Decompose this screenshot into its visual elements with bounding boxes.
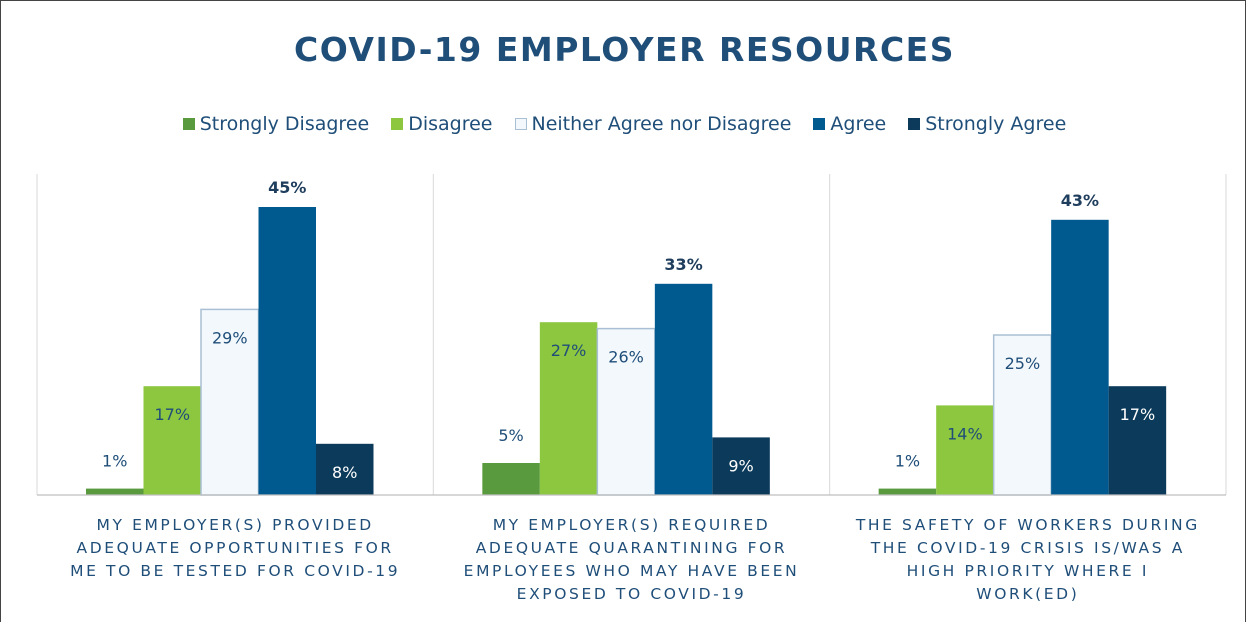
category-label-line: ME TO BE TESTED FOR COVID-19 bbox=[70, 562, 401, 580]
category-label-line: EMPLOYEES WHO MAY HAVE BEEN bbox=[463, 562, 800, 580]
legend-item: Agree bbox=[813, 113, 886, 135]
legend-item: Disagree bbox=[391, 113, 493, 135]
category-label-line: MY EMPLOYER(S) REQUIRED bbox=[492, 516, 771, 534]
bar bbox=[258, 207, 316, 495]
bar bbox=[143, 386, 201, 495]
legend-swatch bbox=[391, 118, 404, 130]
data-label: 14% bbox=[947, 424, 983, 443]
data-label: 43% bbox=[1061, 191, 1099, 210]
legend: Strongly Disagree Disagree Neither Agree n… bbox=[0, 113, 1249, 135]
bar bbox=[878, 488, 937, 495]
legend-swatch bbox=[813, 118, 826, 130]
data-label: 29% bbox=[212, 328, 248, 347]
data-label: 25% bbox=[1005, 354, 1041, 373]
data-label: 27% bbox=[551, 341, 587, 360]
data-label: 26% bbox=[608, 348, 644, 367]
legend-label: Strongly Disagree bbox=[199, 113, 370, 135]
bar bbox=[86, 488, 144, 495]
category-label: MY EMPLOYER(S) REQUIRED ADEQUATE QUARANTI… bbox=[437, 514, 827, 606]
legend-label: Disagree bbox=[408, 113, 493, 135]
category-label-line: HIGH PRIORITY WHERE I bbox=[906, 562, 1149, 580]
legend-swatch bbox=[182, 118, 195, 130]
chart-title: COVID-19 EMPLOYER RESOURCES bbox=[294, 30, 955, 69]
data-label: 8% bbox=[332, 463, 357, 482]
category-label-line: THE COVID-19 CRISIS IS/WAS A bbox=[870, 539, 1185, 557]
bar bbox=[596, 327, 656, 496]
legend-item: Neither Agree nor Disagree bbox=[514, 113, 792, 135]
bar bbox=[316, 443, 374, 495]
legend-label: Neither Agree nor Disagree bbox=[531, 113, 792, 135]
data-label: 33% bbox=[664, 255, 702, 274]
category-label-line: EXPOSED TO COVID-19 bbox=[516, 585, 747, 603]
data-label: 17% bbox=[1120, 405, 1156, 424]
bar bbox=[654, 283, 713, 495]
data-label: 45% bbox=[268, 178, 306, 197]
bar bbox=[1051, 219, 1109, 496]
category-label-line: THE SAFETY OF WORKERS DURING bbox=[855, 516, 1200, 534]
category-label-line: MY EMPLOYER(S) PROVIDED bbox=[96, 516, 374, 534]
data-label: 1% bbox=[102, 452, 127, 471]
data-label: 17% bbox=[154, 405, 190, 424]
legend-swatch bbox=[908, 118, 921, 130]
bar bbox=[1108, 386, 1167, 495]
legend-item: Strongly Agree bbox=[908, 113, 1066, 135]
category-label: MY EMPLOYER(S) PROVIDED ADEQUATE OPPORTUN… bbox=[40, 514, 430, 583]
bar bbox=[200, 308, 260, 496]
category-label-line: WORK(ED) bbox=[976, 585, 1080, 603]
bar bbox=[539, 322, 598, 495]
legend-swatch bbox=[514, 118, 527, 130]
category-label: THE SAFETY OF WORKERS DURING THE COVID-19… bbox=[833, 514, 1223, 606]
category-label-line: ADEQUATE OPPORTUNITIES FOR bbox=[76, 539, 394, 557]
data-label: 1% bbox=[895, 452, 920, 471]
data-label: 9% bbox=[728, 456, 753, 475]
legend-label: Strongly Agree bbox=[925, 113, 1067, 135]
data-label: 5% bbox=[498, 426, 523, 445]
bar bbox=[936, 405, 994, 495]
bar bbox=[482, 463, 540, 495]
category-label-line: ADEQUATE QUARANTINING FOR bbox=[475, 539, 788, 557]
legend-item: Strongly Disagree bbox=[182, 113, 370, 135]
legend-label: Agree bbox=[830, 113, 887, 135]
bar bbox=[712, 437, 770, 495]
